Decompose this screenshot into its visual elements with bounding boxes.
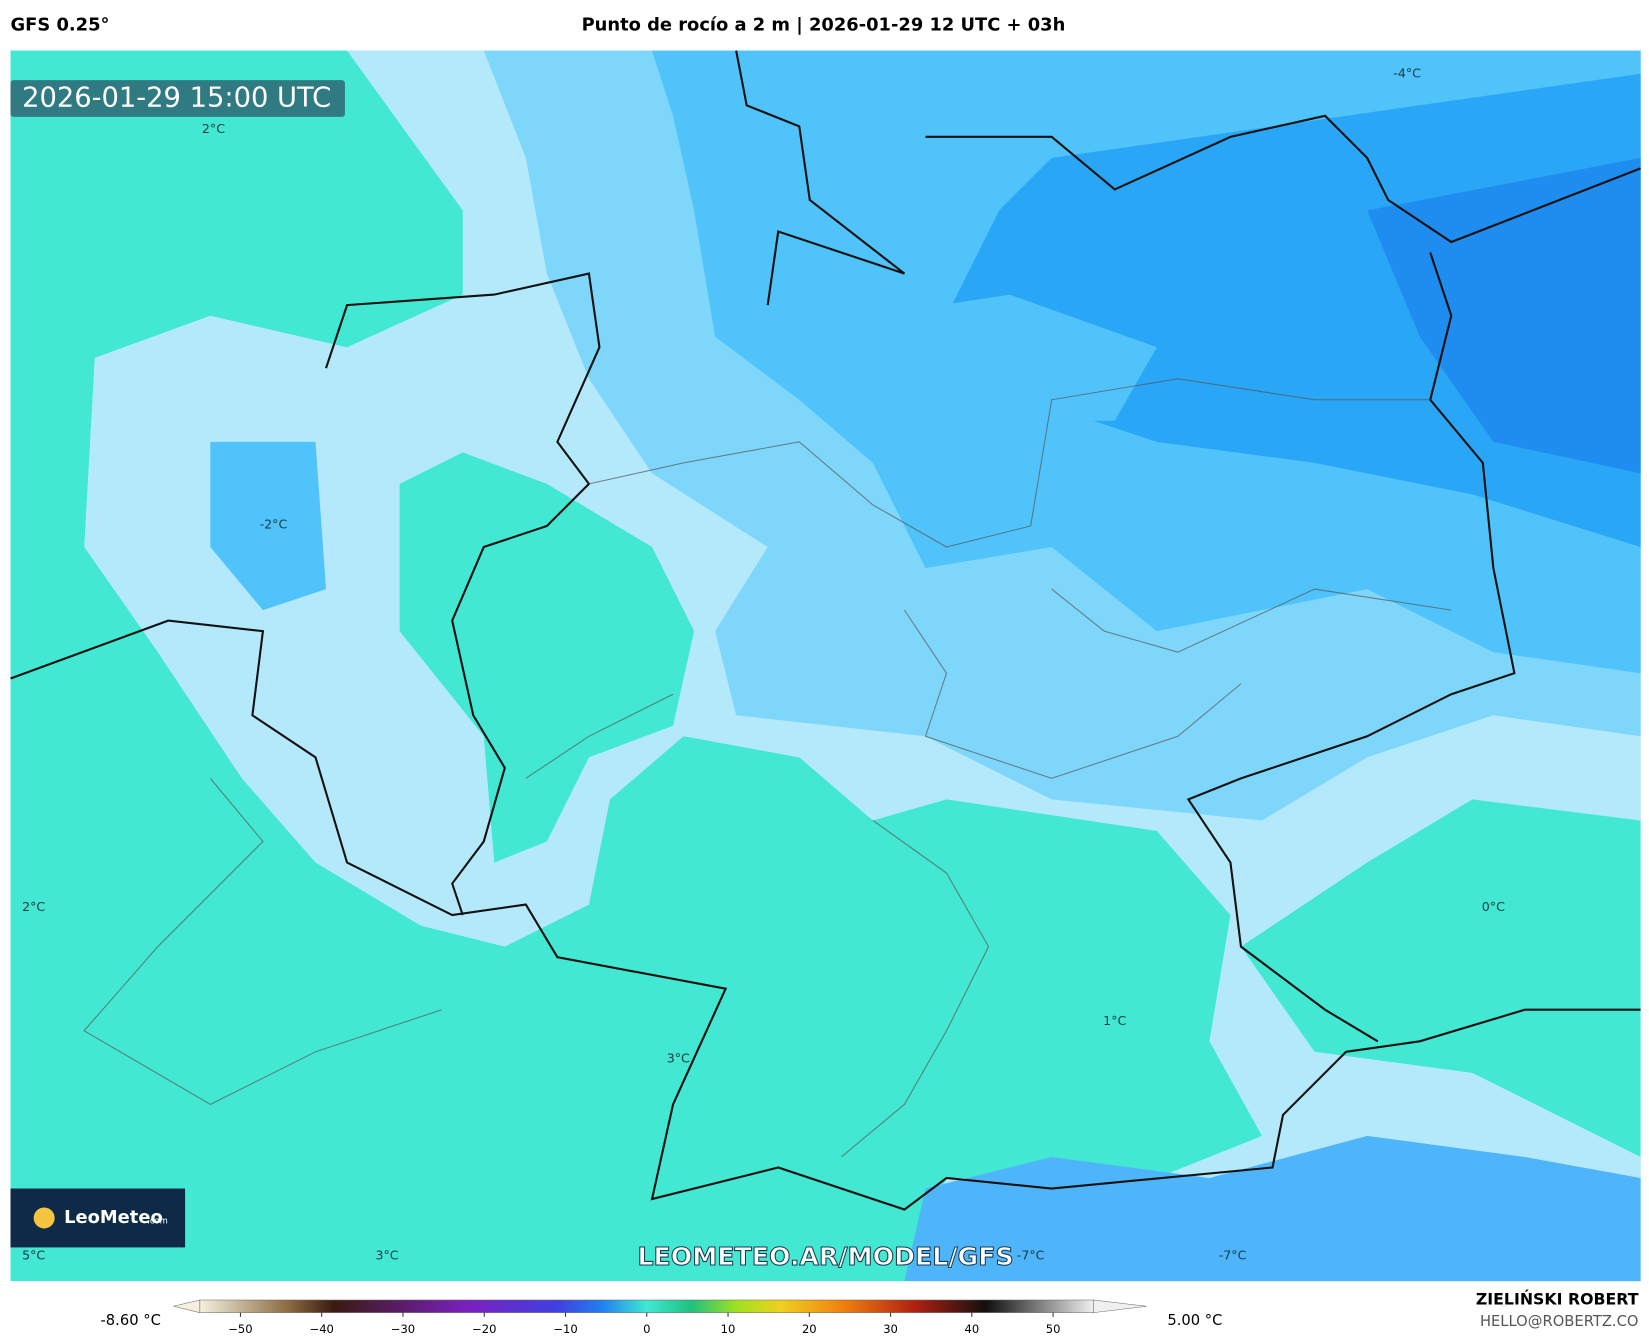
region-alps xyxy=(904,1135,1641,1282)
colorbar-tick-label: 50 xyxy=(1046,1322,1061,1336)
colorbar-tick-label: −50 xyxy=(228,1322,252,1336)
region-sea xyxy=(10,50,463,674)
region-coldest xyxy=(1367,157,1641,474)
contour-label: 1°C xyxy=(1103,1013,1126,1028)
email: HELLO@ROBERTZ.CO xyxy=(1480,1313,1639,1330)
timestamp: 2026-01-29 15:00 UTC xyxy=(22,83,331,114)
regions xyxy=(83,378,1452,1158)
contour-label: 3°C xyxy=(375,1247,398,1262)
colorbar-tick-label: −20 xyxy=(472,1322,496,1336)
min-label: -8.60 °C xyxy=(100,1312,160,1329)
colorbar: −50 −40 −30 −20 −10 0 10 20 30 40 50 xyxy=(173,1299,1147,1336)
map-title: Punto de rocío a 2 m | 2026-01-29 12 UTC… xyxy=(582,14,1066,35)
contour-label: -4°C xyxy=(1393,65,1421,80)
borders xyxy=(10,50,1641,1211)
region-mild xyxy=(399,452,695,863)
colorbar-tick-label: −40 xyxy=(310,1322,334,1336)
author: ZIELIŃSKI ROBERT xyxy=(1476,1289,1639,1308)
watermark: LEOMETEO.AR/MODEL/GFS xyxy=(637,1242,1013,1271)
colorbar-tick-label: −30 xyxy=(391,1322,415,1336)
max-label: 5.00 °C xyxy=(1167,1312,1222,1329)
timestamp-box xyxy=(10,80,345,117)
contour-label: 2°C xyxy=(202,121,225,136)
contour-label: 5°C xyxy=(22,1247,45,1262)
colorbar-right-arrow xyxy=(1093,1299,1147,1313)
contour-label: -2°C xyxy=(260,516,288,531)
region-patch xyxy=(210,294,1157,611)
colorbar-tick-label: 30 xyxy=(883,1322,898,1336)
colorbar-body xyxy=(199,1299,1094,1313)
colorbar-left-arrow xyxy=(173,1299,201,1313)
logo-name: LeoMeteo xyxy=(64,1207,163,1228)
contour-label: -7°C xyxy=(1219,1247,1247,1262)
map xyxy=(10,50,1641,1282)
contour-label: -7°C xyxy=(1017,1247,1045,1262)
colorbar-tick-label: 10 xyxy=(721,1322,736,1336)
logo-suffix: .com xyxy=(147,1216,168,1226)
contour-label: 0°C xyxy=(1482,899,1505,914)
logo-sun xyxy=(33,1207,55,1229)
colorbar-tick-label: 40 xyxy=(964,1322,979,1336)
contour-label: 3°C xyxy=(667,1051,690,1066)
model-label: GFS 0.25° xyxy=(11,14,110,35)
colorbar-tick-label: 0 xyxy=(643,1322,650,1336)
colorbar-tick-label: −10 xyxy=(553,1322,577,1336)
colorbar-tick-label: 20 xyxy=(802,1322,817,1336)
contour-label: 2°C xyxy=(22,899,45,914)
